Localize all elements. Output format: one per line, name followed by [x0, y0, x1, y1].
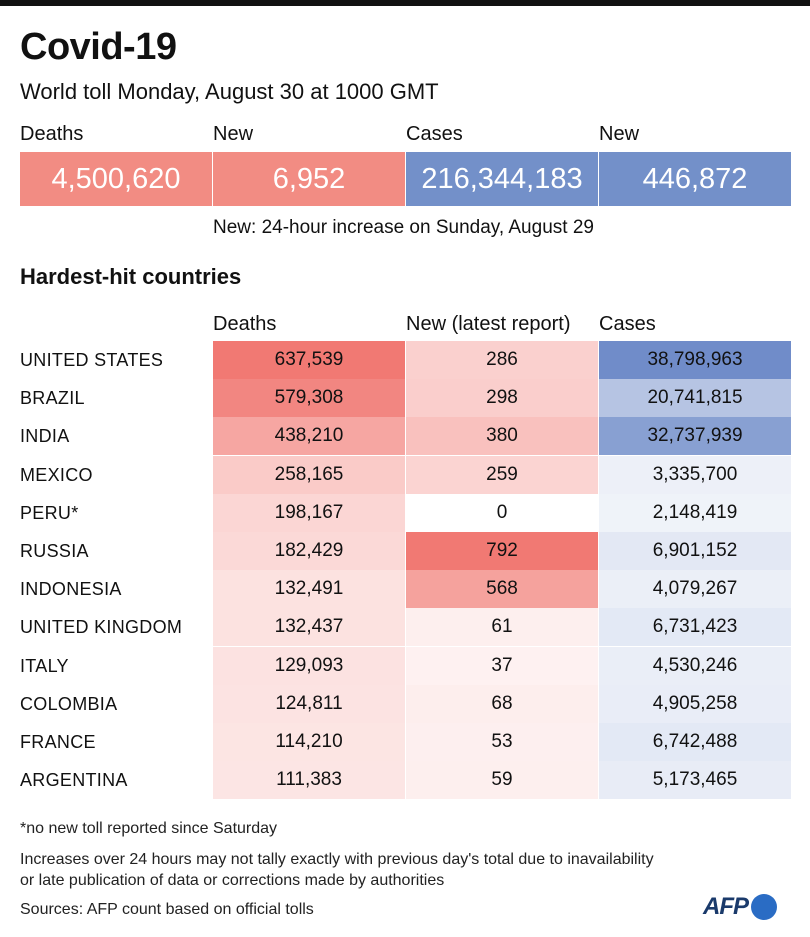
cases-cell: 5,173,465 — [599, 761, 791, 800]
cases-cell: 32,737,939 — [599, 417, 791, 456]
afp-logo-dot — [751, 894, 777, 920]
table-row: ARGENTINA 111,383 59 5,173,465 — [0, 761, 810, 800]
table-row: INDIA 438,210 380 32,737,939 — [0, 417, 810, 456]
headline-label-deaths: Deaths — [20, 123, 84, 145]
table-row: UNITED STATES 637,539 286 38,798,963 — [0, 341, 810, 379]
new-cell: 37 — [406, 646, 598, 685]
column-header-cases: Cases — [599, 313, 656, 335]
table-row: RUSSIA 182,429 792 6,901,152 — [0, 532, 810, 570]
column-header-new: New (latest report) — [406, 313, 571, 335]
deaths-cell: 198,167 — [213, 493, 405, 532]
cases-cell: 2,148,419 — [599, 493, 791, 532]
new-cell: 380 — [406, 417, 598, 456]
deaths-cell: 124,811 — [213, 684, 405, 723]
afp-logo-text: AFP — [703, 893, 749, 920]
headline-new-cases-box: 446,872 — [599, 152, 791, 206]
deaths-cell: 579,308 — [213, 379, 405, 418]
table-row: COLOMBIA 124,811 68 4,905,258 — [0, 684, 810, 723]
top-rule — [0, 0, 810, 6]
column-header-deaths: Deaths — [213, 313, 277, 335]
new-cell: 298 — [406, 379, 598, 418]
headline-new-deaths-box: 6,952 — [213, 152, 405, 206]
table-row: ITALY 129,093 37 4,530,246 — [0, 646, 810, 685]
new-cell: 259 — [406, 455, 598, 494]
country-name: ARGENTINA — [20, 770, 128, 791]
new-cell: 59 — [406, 761, 598, 800]
chart-subtitle: World toll Monday, August 30 at 1000 GMT — [20, 79, 439, 104]
country-name: MEXICO — [20, 464, 93, 485]
new-cell: 68 — [406, 684, 598, 723]
deaths-cell: 111,383 — [213, 761, 405, 800]
cases-cell: 4,905,258 — [599, 684, 791, 723]
country-name: UNITED STATES — [20, 350, 164, 370]
afp-logo: AFP — [703, 892, 777, 922]
cases-cell: 3,335,700 — [599, 455, 791, 494]
deaths-cell: 114,210 — [213, 723, 405, 761]
new-cell: 286 — [406, 341, 598, 379]
country-name: ITALY — [20, 655, 69, 676]
country-name: RUSSIA — [20, 541, 89, 561]
table-row: MEXICO 258,165 259 3,335,700 — [0, 455, 810, 494]
cases-cell: 4,079,267 — [599, 570, 791, 609]
cases-cell: 6,731,423 — [599, 608, 791, 647]
table-row: PERU* 198,167 0 2,148,419 — [0, 493, 810, 532]
country-name: FRANCE — [20, 732, 96, 752]
chart-title: Covid-19 — [20, 26, 177, 68]
headline-deaths-box: 4,500,620 — [20, 152, 212, 206]
headline-label-cases: Cases — [406, 123, 463, 145]
table-row: BRAZIL 579,308 298 20,741,815 — [0, 379, 810, 418]
footnote-asterisk: *no new toll reported since Saturday — [20, 820, 278, 837]
country-name: PERU* — [20, 502, 79, 523]
country-name: UNITED KINGDOM — [20, 617, 183, 638]
country-name: BRAZIL — [20, 388, 85, 409]
deaths-cell: 132,491 — [213, 570, 405, 609]
headline-label-new-cases: New — [599, 123, 640, 145]
new-cell: 0 — [406, 493, 598, 532]
deaths-cell: 132,437 — [213, 608, 405, 647]
new-cell: 53 — [406, 723, 598, 761]
headline-cases-box: 216,344,183 — [406, 152, 598, 206]
cases-cell: 6,901,152 — [599, 532, 791, 570]
headline-label-new-deaths: New — [213, 123, 254, 145]
footnote-sources: Sources: AFP count based on official tol… — [20, 901, 314, 918]
deaths-cell: 258,165 — [213, 455, 405, 494]
footnote-increase-line2: or late publication of data or correctio… — [20, 872, 445, 889]
country-name: INDONESIA — [20, 579, 122, 600]
new-cell: 792 — [406, 532, 598, 570]
new-cell: 568 — [406, 570, 598, 609]
country-name: COLOMBIA — [20, 693, 118, 714]
country-name: INDIA — [20, 426, 70, 447]
table-row: UNITED KINGDOM 132,437 61 6,731,423 — [0, 608, 810, 647]
deaths-cell: 129,093 — [213, 646, 405, 685]
footnote-increase-line1: Increases over 24 hours may not tally ex… — [20, 851, 654, 868]
new-cell: 61 — [406, 608, 598, 647]
deaths-cell: 637,539 — [213, 341, 405, 379]
cases-cell: 38,798,963 — [599, 341, 791, 379]
cases-cell: 6,742,488 — [599, 723, 791, 761]
deaths-cell: 438,210 — [213, 417, 405, 456]
table-row: FRANCE 114,210 53 6,742,488 — [0, 723, 810, 761]
cases-cell: 20,741,815 — [599, 379, 791, 418]
table-row: INDONESIA 132,491 568 4,079,267 — [0, 570, 810, 609]
deaths-cell: 182,429 — [213, 532, 405, 570]
new-definition-note: New: 24-hour increase on Sunday, August … — [213, 217, 594, 238]
section-title: Hardest-hit countries — [20, 264, 242, 289]
cases-cell: 4,530,246 — [599, 646, 791, 685]
